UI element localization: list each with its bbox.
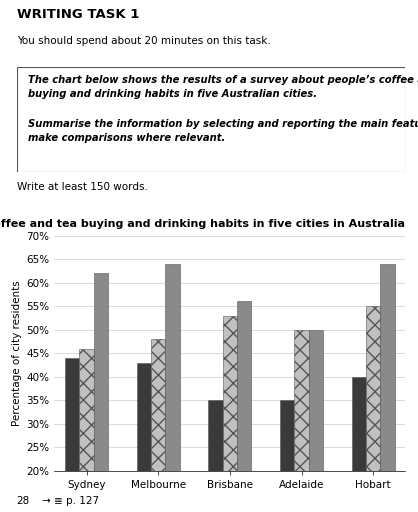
Bar xyxy=(151,339,166,512)
Text: → ≣ p. 127: → ≣ p. 127 xyxy=(42,496,99,506)
Bar xyxy=(380,264,395,512)
Text: 28: 28 xyxy=(17,496,30,506)
Text: The chart below shows the results of a survey about people’s coffee and tea
buyi: The chart below shows the results of a s… xyxy=(28,75,418,99)
Text: Coffee and tea buying and drinking habits in five cities in Australia: Coffee and tea buying and drinking habit… xyxy=(0,219,405,229)
Bar xyxy=(209,400,223,512)
Y-axis label: Percentage of city residents: Percentage of city residents xyxy=(12,281,22,426)
Bar xyxy=(166,264,180,512)
Text: WRITING TASK 1: WRITING TASK 1 xyxy=(17,8,139,20)
Bar xyxy=(65,358,79,512)
FancyBboxPatch shape xyxy=(17,67,405,172)
Bar xyxy=(309,330,323,512)
Text: You should spend about 20 minutes on this task.: You should spend about 20 minutes on thi… xyxy=(17,36,270,46)
Bar xyxy=(366,306,380,512)
Bar xyxy=(280,400,294,512)
Bar xyxy=(237,302,251,512)
Text: Write at least 150 words.: Write at least 150 words. xyxy=(17,182,148,192)
Bar xyxy=(94,273,108,512)
Bar xyxy=(294,330,309,512)
Bar xyxy=(137,362,151,512)
Bar xyxy=(223,315,237,512)
Text: Summarise the information by selecting and reporting the main features, and
make: Summarise the information by selecting a… xyxy=(28,119,418,143)
Bar xyxy=(79,349,94,512)
Bar xyxy=(352,377,366,512)
